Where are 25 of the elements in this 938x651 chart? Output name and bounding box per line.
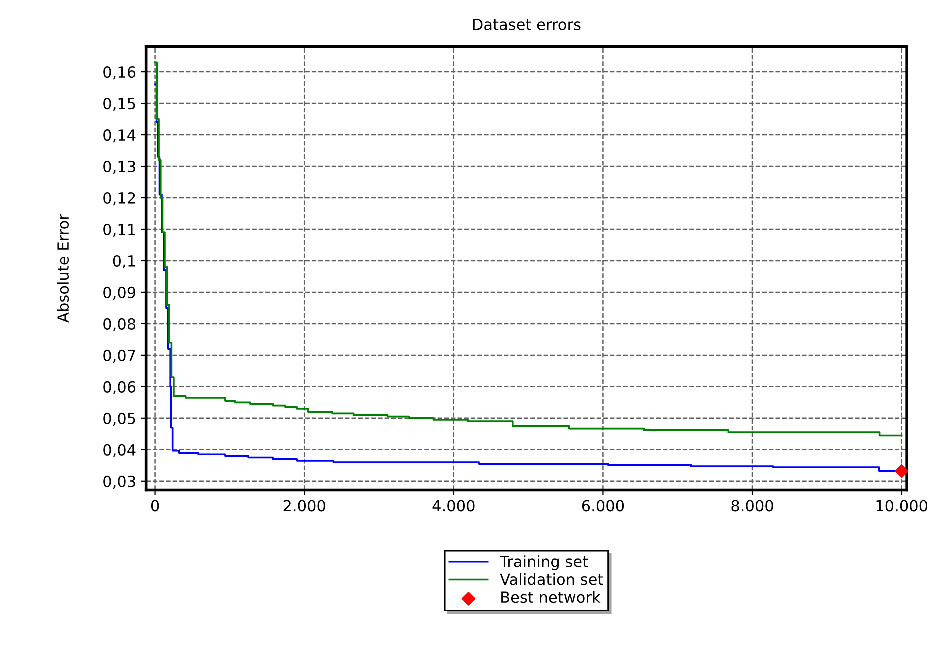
y-tick-label: 0,05: [104, 412, 136, 426]
y-tick-label: 0,15: [104, 98, 136, 112]
y-tick-label: 0,06: [104, 381, 136, 395]
y-axis-title: Absolute Error: [57, 214, 70, 323]
y-tick-label: 0,03: [104, 476, 136, 489]
y-tick-label: 0,08: [104, 318, 136, 332]
y-tick-label: 0,04: [104, 444, 136, 458]
x-tick-label: 10.000: [876, 500, 928, 512]
y-tick-label: 0,07: [104, 350, 136, 364]
y-tick-label: 0,11: [104, 224, 136, 238]
legend-label: Validation set: [500, 573, 604, 586]
y-tick-label: 0,1: [113, 255, 136, 269]
y-tick-label: 0,09: [104, 286, 136, 300]
y-tick-label: 0,13: [104, 160, 136, 174]
x-tick-label: 2.000: [284, 500, 326, 512]
y-tick-label: 0,14: [104, 130, 136, 143]
x-tick-label: 0: [151, 500, 160, 512]
x-tick-label: 8.000: [732, 500, 774, 512]
x-tick-label: 4.000: [432, 500, 475, 512]
y-tick-label: 0,16: [104, 66, 136, 80]
y-tick-label: 0,12: [104, 192, 136, 206]
legend-label: Best network: [502, 591, 601, 604]
legend-label: Training set: [500, 556, 588, 570]
chart-title: Dataset errors: [473, 19, 581, 30]
x-tick-label: 6.000: [582, 500, 624, 512]
